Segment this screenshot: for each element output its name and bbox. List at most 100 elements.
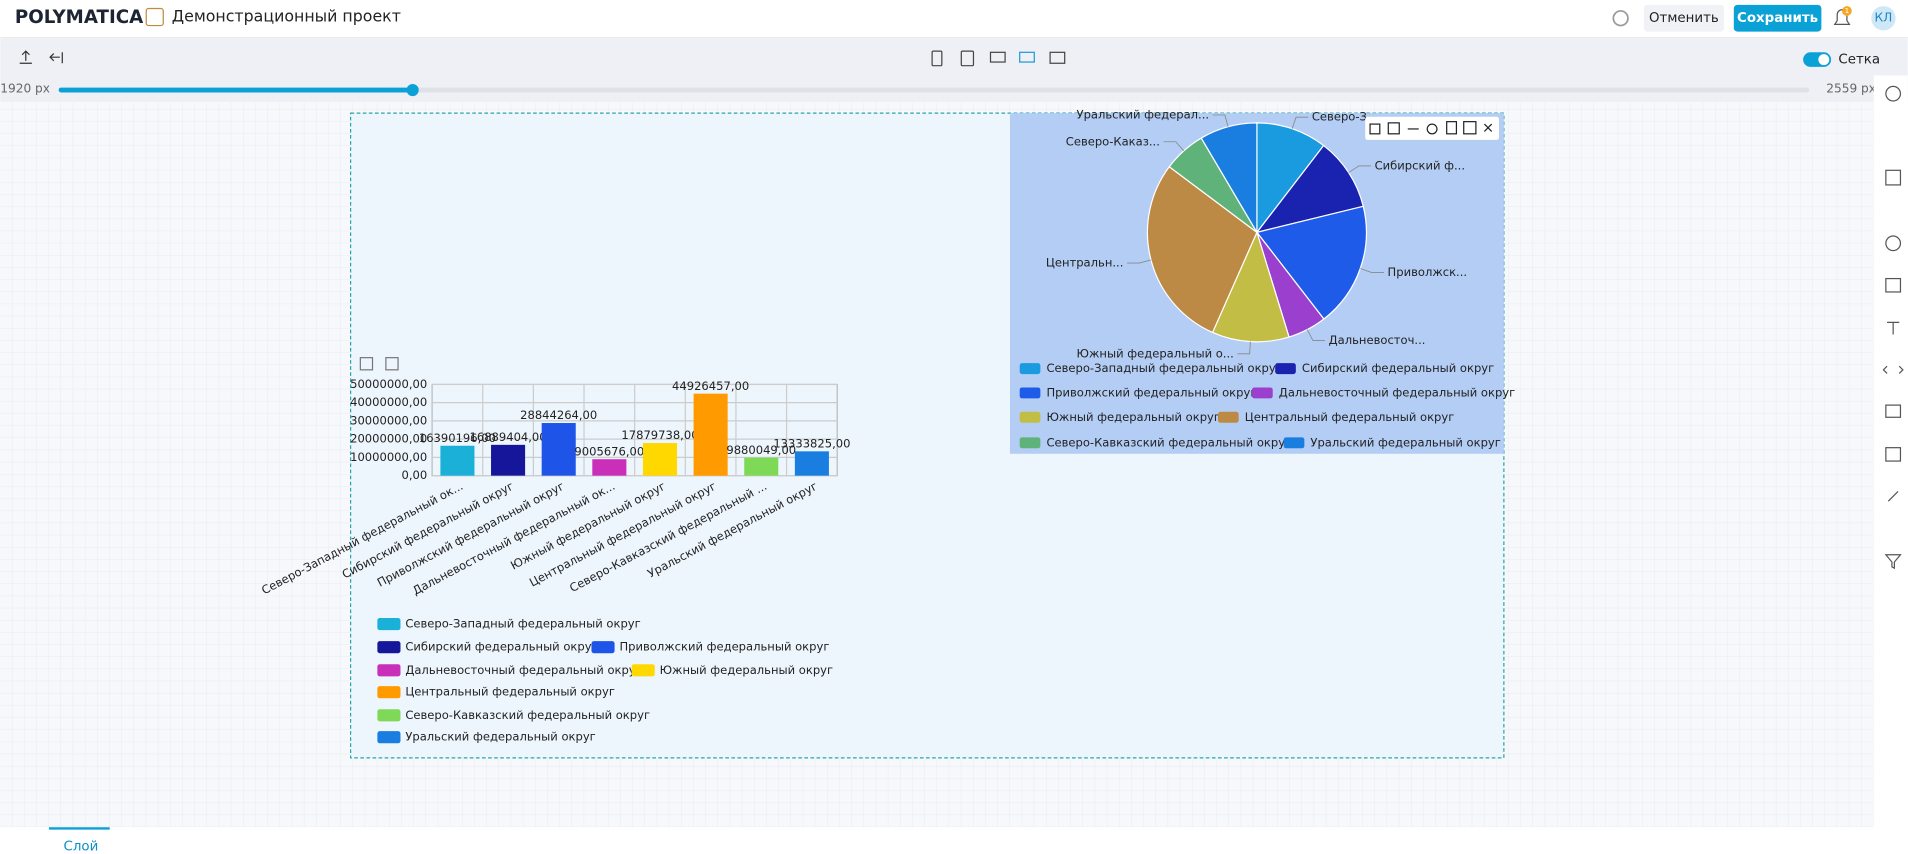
y-tick-label: 30000000,00	[350, 413, 427, 427]
leader-line	[1127, 259, 1152, 264]
legend-swatch	[1275, 363, 1296, 375]
sync-icon[interactable]	[1885, 277, 1902, 293]
leader-line	[1291, 116, 1309, 129]
export-icon[interactable]	[19, 50, 32, 64]
legend-label: Уральский федеральный округ	[405, 730, 595, 744]
image-icon[interactable]	[1885, 447, 1902, 462]
legend-swatch	[377, 617, 401, 631]
legend-swatch	[377, 686, 401, 699]
value-label: 9880049,00	[726, 443, 796, 457]
gear-icon[interactable]	[1426, 123, 1438, 135]
slice-label: Северо-З...	[1312, 110, 1378, 124]
pie-slice	[1255, 205, 1368, 320]
copy-icon[interactable]	[1446, 121, 1458, 135]
frame-icon[interactable]	[1885, 169, 1902, 186]
grid-toggle-label[interactable]: Сетка	[1838, 53, 1880, 68]
slider-knob[interactable]	[406, 83, 419, 97]
lock-icon[interactable]	[1369, 123, 1381, 135]
y-tick-label: 20000000,00	[350, 432, 427, 446]
cancel-button[interactable]	[1643, 4, 1725, 32]
legend-label: Приволжский федеральный округ	[1046, 385, 1256, 399]
code-icon[interactable]	[1882, 365, 1904, 374]
legend-swatch	[377, 641, 401, 654]
slider-track[interactable]	[58, 87, 1810, 93]
pie-slice	[1146, 165, 1258, 334]
header	[0, 0, 1908, 38]
legend-label: Сибирский федеральный округ	[405, 640, 597, 654]
legend-label: Сибирский федеральный округ	[1302, 361, 1494, 375]
device-phone[interactable]	[931, 50, 943, 67]
text-icon[interactable]	[1887, 321, 1900, 335]
logo[interactable]: POLYMATICA	[15, 7, 144, 28]
video-icon[interactable]	[1885, 404, 1902, 418]
close-icon[interactable]	[1483, 123, 1493, 132]
bar	[541, 423, 576, 476]
legend-swatch	[1252, 387, 1273, 399]
layer-tab[interactable]: Слой	[64, 840, 99, 854]
filter-icon[interactable]	[1884, 554, 1902, 570]
legend-swatch	[377, 664, 401, 677]
legend-label: Центральный федеральный округ	[1245, 410, 1455, 424]
link-icon[interactable]	[1887, 491, 1899, 502]
legend-swatch	[631, 664, 655, 677]
widget-handle[interactable]	[385, 357, 399, 371]
y-tick-label: 50000000,00	[350, 377, 427, 391]
legend-label: Приволжский федеральный округ	[619, 640, 829, 654]
avatar-initials[interactable]: КЛ	[1875, 11, 1893, 25]
legend-label: Северо-Западный федеральный округ	[1046, 361, 1281, 375]
legend-label: Южный федеральный округ	[660, 663, 833, 677]
slice-label: Центральн...	[1046, 256, 1124, 270]
badge-count: 1	[1845, 6, 1850, 15]
slider-fill	[58, 87, 413, 93]
cancel-label[interactable]: Отменить	[1649, 11, 1719, 26]
chart-icon[interactable]	[1885, 235, 1902, 252]
legend-label: Дальневосточный федеральный округ	[405, 663, 641, 677]
save-button[interactable]	[1733, 4, 1822, 32]
leader-line	[1163, 141, 1185, 152]
legend-swatch	[1019, 363, 1041, 375]
device-tv[interactable]	[1049, 51, 1066, 64]
legend-label: Южный федеральный округ	[1046, 410, 1219, 424]
legend-swatch	[1019, 387, 1041, 399]
leader-line	[1348, 165, 1371, 173]
legend-label: Уральский федеральный округ	[1310, 435, 1500, 449]
widget-handle[interactable]	[359, 357, 374, 371]
sidebar-icons	[1882, 85, 1904, 570]
toggle-knob	[1818, 54, 1830, 66]
settings-icon[interactable]	[1612, 10, 1629, 27]
y-tick-label: 10000000,00	[350, 450, 427, 464]
back-icon[interactable]	[49, 52, 63, 64]
legend-label: Северо-Западный федеральный округ	[405, 617, 640, 631]
legend-swatch	[1019, 411, 1041, 423]
slider-max: 2559 px	[1826, 81, 1876, 95]
fit-icon[interactable]	[1463, 121, 1477, 135]
save-label[interactable]: Сохранить	[1737, 11, 1818, 26]
value-label: 44926457,00	[672, 379, 749, 393]
bar	[794, 451, 829, 476]
legend-swatch	[1217, 411, 1239, 423]
bar	[693, 393, 728, 476]
slice-label: Дальневосточ...	[1329, 333, 1426, 347]
project-title[interactable]: Демонстрационный проект	[172, 7, 401, 26]
legend-swatch	[591, 641, 615, 654]
right-sidebar	[1873, 75, 1908, 854]
device-tablet[interactable]	[960, 50, 975, 67]
y-tick-label: 40000000,00	[350, 395, 427, 409]
bar	[440, 445, 475, 476]
avatar[interactable]	[1871, 6, 1896, 31]
palette-icon[interactable]	[1885, 85, 1902, 102]
value-label: 13333825,00	[773, 437, 850, 451]
bottom-bar	[0, 827, 1874, 854]
legend-label: Дальневосточный федеральный округ	[1279, 385, 1515, 399]
value-label: 28844264,00	[520, 408, 597, 422]
device-desktop[interactable]	[1019, 51, 1035, 63]
device-laptop[interactable]	[989, 51, 1006, 63]
legend-swatch	[377, 709, 401, 722]
bar	[592, 459, 627, 476]
slice-label: Южный федеральный о...	[1077, 346, 1234, 360]
widget-tools	[1369, 121, 1493, 135]
exit-icon[interactable]	[1387, 122, 1400, 135]
slice-label: Уральский федерал...	[1077, 108, 1210, 122]
toolbar	[0, 38, 1908, 103]
